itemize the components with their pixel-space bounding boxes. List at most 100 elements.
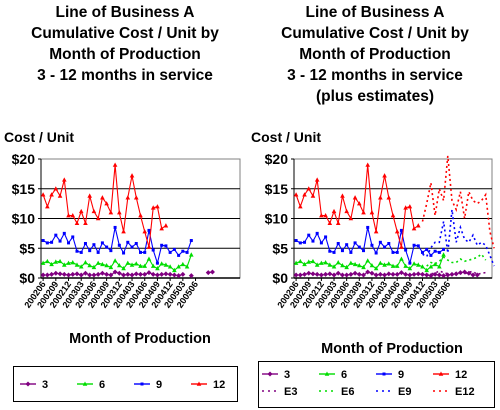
series-9-point bbox=[307, 233, 311, 237]
series-9-point bbox=[50, 240, 54, 244]
series-6-point bbox=[424, 267, 430, 273]
series-3-point bbox=[205, 270, 211, 276]
series-12-point bbox=[382, 173, 387, 178]
series-3-point bbox=[116, 270, 122, 276]
series-9-point bbox=[416, 244, 420, 248]
series-3-point bbox=[369, 270, 375, 276]
series-6-point bbox=[352, 261, 358, 267]
series-12-point bbox=[365, 162, 371, 167]
series-9-point bbox=[442, 247, 446, 251]
y-tick-label: $0 bbox=[19, 270, 35, 286]
series-6-point bbox=[91, 264, 97, 270]
series-6-point bbox=[74, 262, 80, 267]
series-9-point bbox=[332, 250, 336, 254]
series-3-point bbox=[441, 273, 447, 279]
y-tick-label: $10 bbox=[265, 211, 289, 227]
series-12-point bbox=[150, 205, 156, 210]
legend-label-e12: E12 bbox=[455, 386, 475, 398]
series-6-point bbox=[340, 263, 345, 268]
series-3-point bbox=[78, 272, 84, 278]
series-12-point bbox=[302, 192, 307, 197]
series-3-point bbox=[129, 272, 135, 278]
series-3-point bbox=[209, 269, 215, 275]
series-3-point bbox=[146, 270, 152, 276]
series-6-point bbox=[66, 260, 71, 265]
series-12-point bbox=[138, 213, 143, 218]
series-9-point bbox=[139, 250, 142, 254]
x-axis-label: Month of Production bbox=[321, 341, 463, 357]
series-12-point bbox=[319, 213, 324, 218]
series-e3-line bbox=[426, 270, 486, 276]
series-3-point bbox=[314, 271, 320, 277]
series-12-point bbox=[344, 208, 349, 214]
series-3-point bbox=[394, 271, 400, 277]
series-6-point bbox=[403, 263, 408, 268]
series-6-point bbox=[293, 260, 299, 265]
series-3-point bbox=[82, 270, 88, 276]
series-9-point bbox=[100, 241, 104, 245]
series-12-point bbox=[108, 210, 114, 215]
series-3-point bbox=[142, 271, 148, 277]
legend-marker-3 bbox=[267, 371, 273, 377]
legend-marker-12 bbox=[196, 381, 202, 386]
series-9-point bbox=[315, 231, 319, 235]
series-3-point bbox=[407, 272, 413, 278]
series-3-point bbox=[306, 270, 312, 276]
series-9-point bbox=[395, 250, 399, 254]
series-12-point bbox=[121, 229, 126, 234]
series-9-point bbox=[177, 253, 181, 257]
series-3-point bbox=[386, 271, 392, 277]
series-9-point bbox=[362, 249, 366, 253]
series-9-point bbox=[324, 235, 328, 239]
legend-box-right bbox=[258, 361, 495, 408]
series-6-point bbox=[45, 258, 50, 264]
series-12-point bbox=[78, 208, 84, 214]
series-12-point bbox=[163, 223, 169, 228]
series-3-point bbox=[87, 272, 93, 278]
series-3-point bbox=[403, 271, 409, 277]
title-line: 3 - 12 months in service bbox=[37, 67, 213, 84]
y-axis-label-left: Cost / Unit bbox=[4, 129, 74, 145]
series-9-point bbox=[357, 245, 361, 249]
series-12-point bbox=[74, 220, 80, 226]
series-9-point bbox=[298, 241, 302, 245]
series-3-point bbox=[318, 272, 324, 278]
legend-marker-6 bbox=[324, 371, 330, 376]
series-9-point bbox=[143, 250, 147, 254]
series-9-point bbox=[294, 239, 298, 243]
series-3-point bbox=[44, 272, 50, 278]
series-6-point bbox=[386, 261, 392, 266]
series-6-point bbox=[356, 263, 362, 268]
series-3-point bbox=[133, 271, 139, 277]
series-6-point bbox=[302, 261, 307, 267]
series-3-point bbox=[424, 272, 430, 278]
y-tick-label: $20 bbox=[12, 151, 36, 167]
series-3-point bbox=[167, 271, 173, 277]
series-3-point bbox=[382, 272, 388, 278]
series-3-point bbox=[470, 272, 476, 278]
title-line: Month of Production bbox=[299, 46, 451, 63]
title-line: Cumulative Cost / Unit by bbox=[31, 25, 219, 42]
series-6-point bbox=[167, 264, 173, 269]
series-3-point bbox=[297, 272, 303, 278]
series-3-point bbox=[154, 272, 160, 278]
series-9-point bbox=[41, 239, 45, 243]
series-6-point bbox=[323, 260, 328, 265]
series-3-point bbox=[323, 271, 329, 277]
series-12-point bbox=[415, 223, 421, 228]
series-9-point bbox=[168, 250, 172, 254]
series-3-point bbox=[331, 272, 337, 278]
series-3-point bbox=[365, 269, 371, 275]
series-9-point bbox=[155, 261, 159, 265]
series-3-point bbox=[335, 270, 341, 276]
series-6-point bbox=[184, 264, 190, 269]
series-6-point bbox=[319, 260, 324, 265]
series-9-point bbox=[336, 241, 340, 245]
series-9-point bbox=[349, 250, 353, 254]
series-9-point bbox=[378, 240, 382, 244]
series-3-point bbox=[176, 273, 182, 279]
series-9-point bbox=[391, 250, 395, 254]
series-6-point bbox=[159, 261, 164, 266]
series-9-point bbox=[370, 243, 374, 247]
series-12-point bbox=[91, 208, 97, 214]
